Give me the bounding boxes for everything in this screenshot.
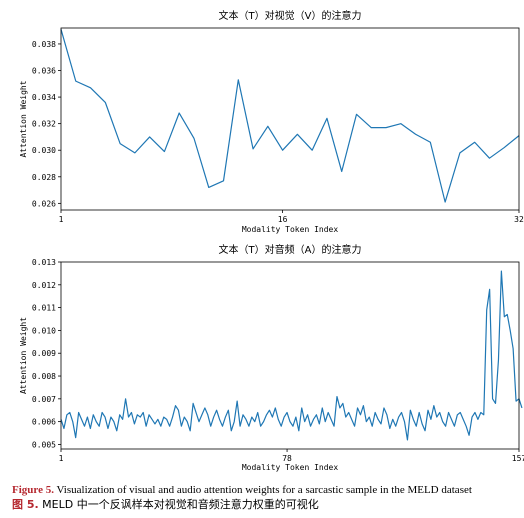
caption-english-text: Visualization of visual and audio attent… [53, 484, 472, 496]
y-tick-label: 0.013 [32, 258, 56, 267]
x-tick-label: 78 [282, 454, 292, 463]
caption-chinese-label: 图 5. [12, 498, 39, 511]
y-tick-label: 0.028 [32, 173, 56, 182]
x-tick-label: 1 [59, 215, 64, 224]
plot-frame [60, 27, 520, 211]
x-tick-label: 16 [278, 215, 288, 224]
caption-chinese-text: MELD 中一个反讽样本对视觉和音频注意力权重的可视化 [38, 498, 319, 511]
y-tick-label: 0.006 [32, 418, 56, 427]
y-tick-label: 0.009 [32, 349, 56, 358]
y-tick-label: 0.036 [32, 67, 56, 76]
caption-chinese: 图 5. MELD 中一个反讽样本对视觉和音频注意力权重的可视化 [12, 498, 520, 512]
chart-audio-attention: 文本（T）对音频（A）的注意力 1 78 157 0.005 0.006 0.007 0.00… [19, 243, 524, 472]
y-tick-label: 0.005 [32, 440, 56, 449]
y-tick-label: 0.007 [32, 395, 56, 404]
y-tick-label: 0.030 [32, 146, 56, 155]
x-tick-label: 157 [512, 454, 524, 463]
x-axis-label: Modality Token Index [242, 463, 339, 472]
y-tick-label: 0.012 [32, 281, 56, 290]
x-tick-label: 1 [59, 454, 64, 463]
caption-english-label: Figure 5. [12, 484, 54, 496]
y-tick-label: 0.038 [32, 40, 56, 49]
y-tick-label: 0.032 [32, 120, 56, 129]
y-tick-label: 0.026 [32, 199, 56, 208]
chart-title: 文本（T）对视觉（V）的注意力 [219, 9, 362, 22]
x-axis-label: Modality Token Index [242, 225, 339, 234]
caption-english: Figure 5. Visualization of visual and au… [12, 483, 520, 497]
y-tick-label: 0.011 [32, 304, 56, 313]
chart-title: 文本（T）对音频（A）的注意力 [219, 243, 362, 256]
y-axis-label: Attention Weight [19, 80, 28, 157]
plot-frame [60, 261, 520, 450]
chart-visual-attention: 文本（T）对视觉（V）的注意力 1 16 32 0.026 0.028 0.030 0.032… [19, 9, 524, 234]
series-line [60, 29, 520, 203]
series-line [60, 270, 523, 441]
y-axis-label: Attention Weight [19, 317, 28, 394]
y-tick-label: 0.008 [32, 372, 56, 381]
y-tick-label: 0.010 [32, 326, 56, 335]
figure: 文本（T）对视觉（V）的注意力 1 16 32 0.026 0.028 0.030 0.032… [19, 9, 524, 472]
y-tick-label: 0.034 [32, 93, 56, 102]
x-tick-label: 32 [514, 215, 524, 224]
